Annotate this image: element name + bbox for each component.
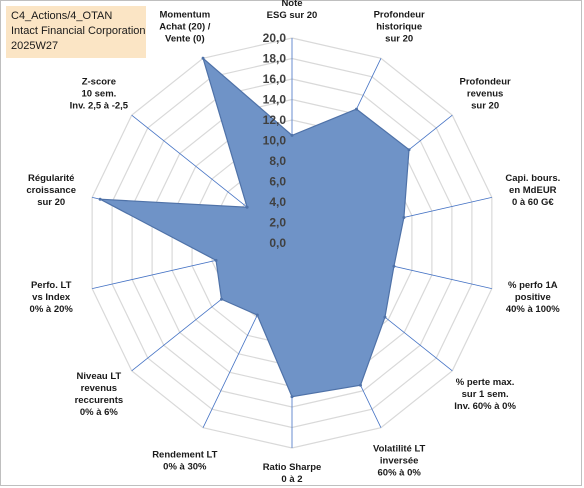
axis-label: Régularité croissance sur 20: [26, 173, 76, 208]
tick-label: 16,0: [263, 72, 287, 86]
data-point: [290, 133, 294, 137]
title-box: C4_Actions/4_OTAN Intact Financial Corpo…: [6, 6, 146, 58]
tick-label: 18,0: [263, 52, 287, 66]
data-point: [358, 383, 362, 387]
axis-label: Capi. bours. en MdEUR 0 à 60 G€: [505, 173, 560, 208]
axis-label: Profondeur revenus sur 20: [460, 76, 511, 111]
data-point: [290, 395, 294, 399]
tick-label: 14,0: [263, 93, 287, 107]
data-point: [245, 205, 249, 209]
data-point: [219, 297, 223, 301]
data-point: [98, 197, 102, 201]
axis-label: % perfo 1A positive 40% à 100%: [506, 280, 560, 315]
data-point: [402, 215, 406, 219]
data-point: [255, 313, 259, 317]
data-point: [354, 107, 358, 111]
axis-label: Volatilité LT inversée 60% à 0%: [373, 444, 426, 479]
axis-label: Ratio Sharpe 0 à 2: [263, 462, 322, 485]
tick-label: 0,0: [269, 236, 286, 250]
data-series-area: [99, 56, 410, 398]
axis-label: Profondeur historique sur 20: [374, 9, 425, 44]
tick-label: 8,0: [269, 154, 286, 168]
tick-label: 2,0: [269, 216, 286, 230]
axis-label: Rendement LT 0% à 30%: [152, 450, 217, 473]
title-line-2: Intact Financial Corporation: [11, 25, 146, 37]
data-point: [407, 148, 411, 152]
axis-label: Momentum Achat (20) / Vente (0): [159, 9, 211, 44]
axis-label: Z-score 10 sem. Inv. 2,5 à -2,5: [70, 76, 129, 111]
tick-label: 10,0: [263, 134, 287, 148]
tick-label: 6,0: [269, 175, 286, 189]
axis-label: Niveau LT revenus reccurents 0% à 6%: [75, 371, 124, 418]
tick-label: 4,0: [269, 195, 286, 209]
title-line-3: 2025W27: [11, 40, 59, 52]
axis-label: Note ESG sur 20: [267, 0, 318, 21]
title-line-1: C4_Actions/4_OTAN: [11, 10, 113, 22]
axis-label: % perte max. sur 1 sem. Inv. 60% à 0%: [454, 377, 516, 412]
data-point: [383, 315, 387, 319]
data-point: [214, 258, 218, 262]
tick-label: 12,0: [263, 113, 287, 127]
data-point: [392, 264, 396, 268]
axis-label: Perfo. LT vs Index 0% à 20%: [30, 280, 74, 315]
data-point: [201, 56, 205, 60]
tick-label: 20,0: [263, 31, 287, 45]
